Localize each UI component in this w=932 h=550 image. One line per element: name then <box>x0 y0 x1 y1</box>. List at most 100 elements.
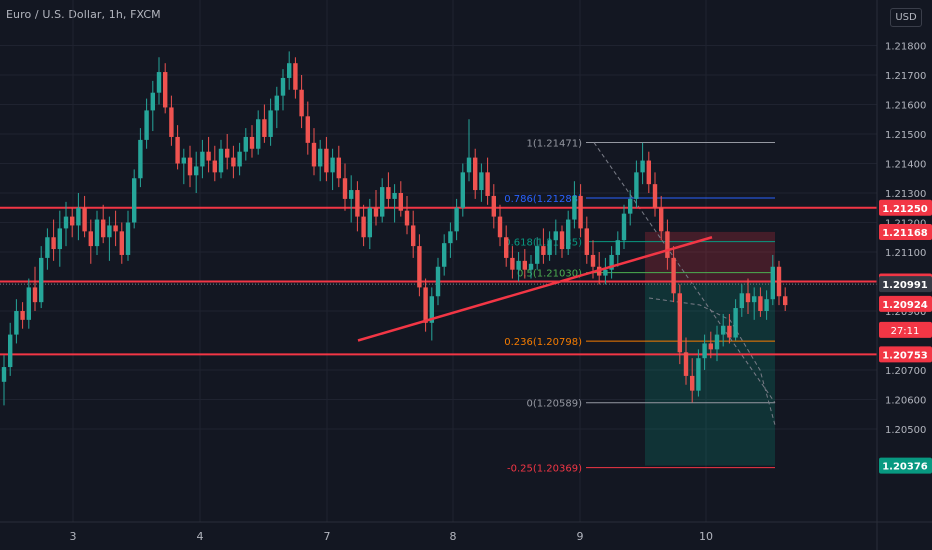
price-badge[interactable] <box>879 457 932 474</box>
candle-body[interactable] <box>138 139 143 179</box>
candle-body[interactable] <box>386 187 391 199</box>
candle-body[interactable] <box>615 240 620 255</box>
candle-body[interactable] <box>522 260 527 270</box>
candle-body[interactable] <box>733 308 738 338</box>
candle-body[interactable] <box>491 195 496 217</box>
candle-body[interactable] <box>218 148 224 173</box>
candle-body[interactable] <box>51 237 56 250</box>
candle-body[interactable] <box>256 119 261 149</box>
candle-body[interactable] <box>758 296 763 311</box>
candle-body[interactable] <box>132 178 137 223</box>
candle-body[interactable] <box>70 216 75 226</box>
candle-body[interactable] <box>466 157 472 173</box>
candle-body[interactable] <box>330 157 335 173</box>
candle-body[interactable] <box>187 157 193 176</box>
candle-body[interactable] <box>342 178 348 199</box>
candle-body[interactable] <box>640 160 645 173</box>
candle-body[interactable] <box>454 207 459 232</box>
candle-body[interactable] <box>39 257 44 303</box>
candle-body[interactable] <box>243 136 248 152</box>
candle-body[interactable] <box>590 254 596 267</box>
candle-body[interactable] <box>367 207 372 238</box>
trendline[interactable] <box>357 236 713 342</box>
candle-body[interactable] <box>683 352 689 376</box>
candle-body[interactable] <box>349 190 354 199</box>
candle-body[interactable] <box>8 334 13 368</box>
candle-body[interactable] <box>26 287 31 320</box>
candle-body[interactable] <box>510 257 515 270</box>
candle-body[interactable] <box>417 246 422 288</box>
candle-body[interactable] <box>535 246 540 264</box>
candle-body[interactable] <box>404 210 410 226</box>
candle-body[interactable] <box>113 225 118 232</box>
candle-body[interactable] <box>225 148 230 158</box>
candle-body[interactable] <box>324 148 329 173</box>
candle-body[interactable] <box>714 334 720 350</box>
candle-body[interactable] <box>423 287 428 323</box>
candle-body[interactable] <box>237 151 242 167</box>
candle-body[interactable] <box>163 72 168 108</box>
candle-body[interactable] <box>634 172 639 199</box>
candle-body[interactable] <box>249 136 255 149</box>
projection-path[interactable] <box>648 297 776 426</box>
candle-body[interactable] <box>14 311 19 335</box>
price-badge[interactable] <box>879 223 932 240</box>
candle-body[interactable] <box>572 195 577 220</box>
price-badge[interactable] <box>879 346 932 363</box>
candle-body[interactable] <box>125 222 131 255</box>
candle-body[interactable] <box>442 243 447 267</box>
candle-body[interactable] <box>671 257 676 294</box>
candle-body[interactable] <box>150 92 155 111</box>
price-badge[interactable] <box>879 276 932 293</box>
candle-body[interactable] <box>578 195 583 229</box>
price-badge[interactable] <box>879 199 932 216</box>
candle-body[interactable] <box>287 63 292 78</box>
candle-body[interactable] <box>783 296 788 306</box>
candle-body[interactable] <box>497 216 503 238</box>
candle-body[interactable] <box>293 63 298 90</box>
candle-body[interactable] <box>516 260 521 270</box>
candle-body[interactable] <box>659 207 664 232</box>
candle-body[interactable] <box>566 219 571 250</box>
candle-body[interactable] <box>20 311 25 320</box>
candle-body[interactable] <box>57 228 62 250</box>
candle-body[interactable] <box>1 367 7 382</box>
candle-body[interactable] <box>169 107 174 137</box>
candle-body[interactable] <box>206 151 211 161</box>
candle-body[interactable] <box>144 110 149 140</box>
candle-body[interactable] <box>721 325 726 335</box>
candle-body[interactable] <box>547 240 552 255</box>
candle-body[interactable] <box>603 269 608 276</box>
candle-body[interactable] <box>739 293 744 309</box>
candle-body[interactable] <box>553 231 558 241</box>
candle-body[interactable] <box>318 148 323 167</box>
position-risk-zone[interactable] <box>645 231 775 283</box>
candle-body[interactable] <box>361 216 366 238</box>
candle-body[interactable] <box>485 172 490 196</box>
candle-body[interactable] <box>107 225 112 238</box>
candle-body[interactable] <box>646 160 651 185</box>
candle-body[interactable] <box>448 231 453 244</box>
price-badge[interactable] <box>879 295 932 312</box>
candle-body[interactable] <box>101 219 106 238</box>
candle-body[interactable] <box>392 193 397 199</box>
candle-body[interactable] <box>429 296 434 323</box>
candle-body[interactable] <box>776 266 782 297</box>
candle-body[interactable] <box>274 95 279 111</box>
candle-body[interactable] <box>708 343 713 350</box>
candle-body[interactable] <box>652 184 658 208</box>
candle-body[interactable] <box>745 293 751 303</box>
candle-body[interactable] <box>770 266 775 300</box>
candle-body[interactable] <box>411 225 416 247</box>
candle-body[interactable] <box>473 157 478 191</box>
candle-body[interactable] <box>665 231 670 258</box>
candle-body[interactable] <box>82 207 87 232</box>
currency-button[interactable]: USD <box>890 8 922 27</box>
candle-body[interactable] <box>727 325 732 338</box>
candle-body[interactable] <box>380 187 385 217</box>
candle-body[interactable] <box>94 219 100 247</box>
candle-body[interactable] <box>398 193 403 211</box>
candle-body[interactable] <box>119 231 124 255</box>
candle-body[interactable] <box>609 254 614 270</box>
